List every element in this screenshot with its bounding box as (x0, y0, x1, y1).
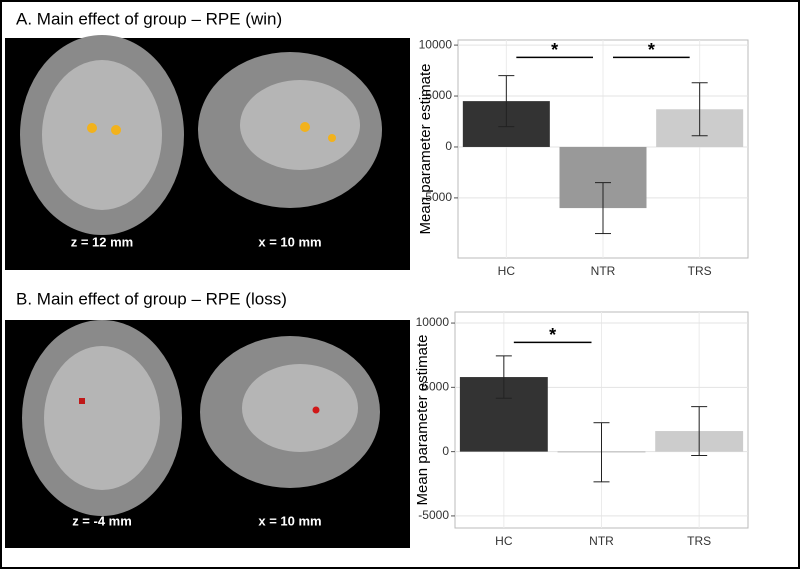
y-tick-label: 0 (445, 139, 452, 153)
y-tick-label: 10000 (416, 315, 450, 329)
panel-title: A. Main effect of group – RPE (win) (16, 9, 282, 28)
activation (111, 125, 121, 135)
activation (328, 134, 336, 142)
significance-label: * (549, 325, 556, 345)
y-tick-label: -5000 (418, 508, 449, 522)
y-tick-label: 5000 (422, 380, 449, 394)
y-tick-label: 10000 (419, 37, 453, 51)
activation (300, 122, 310, 132)
y-tick-label: 0 (442, 444, 449, 458)
activation (312, 406, 320, 414)
brain-inner (42, 60, 162, 210)
image-label: z = -4 mm (72, 513, 132, 528)
significance-label: * (551, 40, 558, 60)
y-axis-label: Mean parameter estimate (417, 64, 434, 235)
x-tick-label: NTR (591, 264, 616, 278)
y-tick-label: 5000 (425, 88, 452, 102)
significance-label: * (648, 40, 655, 60)
y-tick-label: -5000 (421, 190, 452, 204)
brain-inner (242, 364, 358, 452)
activation (87, 123, 97, 133)
x-tick-label: NTR (589, 534, 614, 548)
y-axis-label: Mean parameter estimate (414, 335, 431, 506)
x-tick-label: TRS (688, 264, 712, 278)
x-tick-label: HC (495, 534, 513, 548)
image-label: x = 10 mm (258, 513, 321, 528)
panel-title: B. Main effect of group – RPE (loss) (16, 289, 287, 308)
x-tick-label: TRS (687, 534, 711, 548)
brain-inner (44, 346, 160, 490)
image-label: x = 10 mm (258, 234, 321, 249)
activation (79, 398, 85, 404)
image-label: z = 12 mm (71, 234, 134, 249)
brain-inner (240, 80, 360, 170)
x-tick-label: HC (498, 264, 516, 278)
